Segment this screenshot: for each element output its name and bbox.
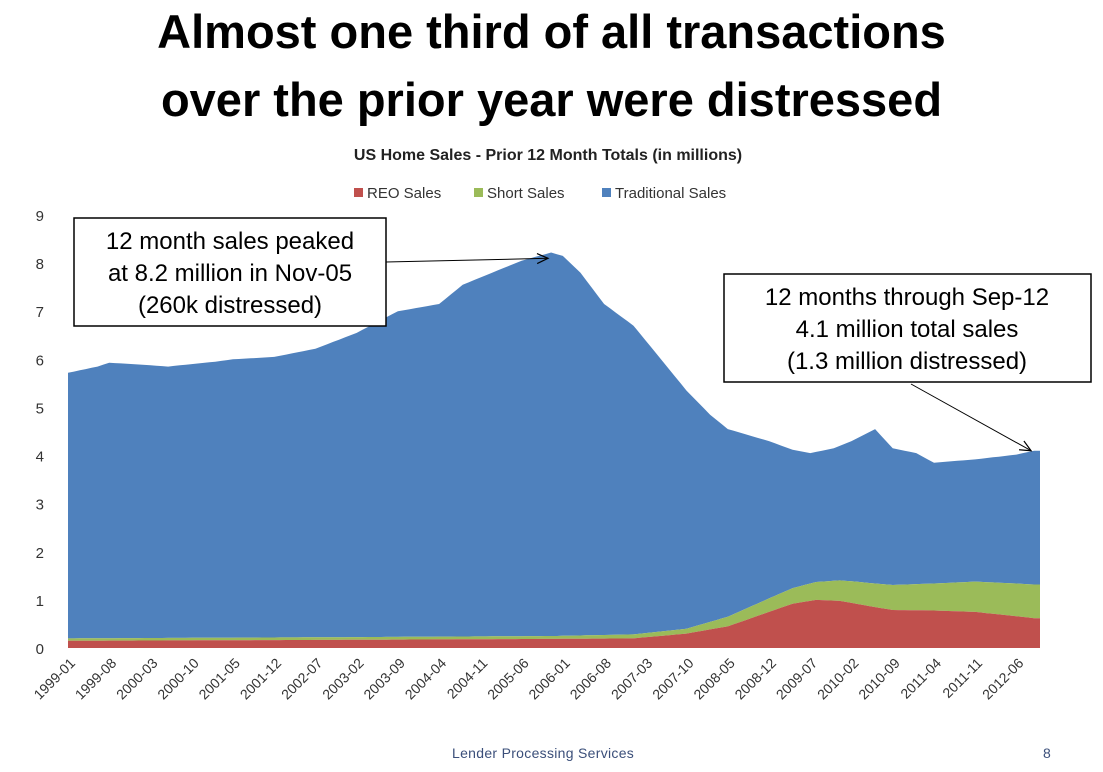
annotation-text: 12 month sales peaked xyxy=(106,228,354,255)
annotation-arrow-line xyxy=(385,257,549,263)
x-tick-label: 2001-12 xyxy=(237,655,285,703)
x-tick-label: 2009-07 xyxy=(773,655,821,703)
y-tick-label: 4 xyxy=(36,449,44,466)
x-tick-label: 2005-06 xyxy=(484,655,532,703)
annotation-box xyxy=(73,217,387,327)
x-tick-label: 2010-09 xyxy=(855,655,903,703)
footer-company: Lender Processing Services xyxy=(452,745,635,761)
x-tick-label: 2012-06 xyxy=(979,655,1027,703)
x-tick-label: 2006-08 xyxy=(567,655,615,703)
y-tick-label: 5 xyxy=(36,400,44,417)
x-tick-label: 2000-03 xyxy=(113,655,161,703)
x-tick-label: 2003-09 xyxy=(360,655,408,703)
x-tick-label: 2011-04 xyxy=(897,655,944,702)
x-tick-label: 2001-05 xyxy=(195,655,243,703)
annotation-text: (1.3 million distressed) xyxy=(787,348,1027,375)
x-tick-label: 2007-03 xyxy=(608,655,656,703)
annotation-box xyxy=(723,273,1092,383)
x-tick-label: 2004-04 xyxy=(402,655,450,703)
y-tick-label: 7 xyxy=(36,304,44,321)
x-tick-label: 2010-02 xyxy=(814,655,862,703)
chart-title: US Home Sales - Prior 12 Month Totals (i… xyxy=(354,147,742,164)
y-tick-label: 3 xyxy=(36,497,44,514)
y-tick-label: 6 xyxy=(36,352,44,369)
legend-swatch xyxy=(354,188,363,197)
headline-line-1: Almost one third of all transactions xyxy=(157,5,946,58)
x-tick-label: 1999-01 xyxy=(30,655,78,703)
annotation-text: at 8.2 million in Nov-05 xyxy=(108,260,352,287)
page-number: 8 xyxy=(1043,745,1052,761)
y-tick-label: 9 xyxy=(36,208,44,225)
annotation-text: 4.1 million total sales xyxy=(796,316,1019,343)
x-tick-label: 2008-05 xyxy=(690,655,738,703)
y-tick-label: 8 xyxy=(36,256,44,273)
annotation-arrow-line xyxy=(910,383,1032,452)
x-tick-label: 2006-01 xyxy=(525,655,573,703)
annotation-text: 12 months through Sep-12 xyxy=(765,284,1049,311)
legend-label: Short Sales xyxy=(487,185,565,202)
headline-line-2: over the prior year were distressed xyxy=(160,73,943,126)
x-tick-label: 2004-11 xyxy=(444,655,491,702)
legend-label: REO Sales xyxy=(367,185,441,202)
y-tick-label: 2 xyxy=(36,545,44,562)
area-traditional-sales xyxy=(68,252,1040,639)
y-tick-label: 1 xyxy=(36,593,44,610)
area-reo-sales xyxy=(68,599,1040,648)
x-tick-label: 2008-12 xyxy=(731,655,779,703)
legend-swatch xyxy=(474,188,483,197)
x-tick-label: 2011-11 xyxy=(939,655,985,701)
legend-label: Traditional Sales xyxy=(615,185,726,202)
annotation-arrowhead xyxy=(536,253,550,265)
legend-swatch xyxy=(602,188,611,197)
annotation-arrowhead xyxy=(1019,440,1033,452)
x-tick-label: 1999-08 xyxy=(72,655,120,703)
x-tick-label: 2003-02 xyxy=(319,655,367,703)
area-short-sales xyxy=(68,580,1040,641)
x-tick-label: 2007-10 xyxy=(649,655,697,703)
x-tick-label: 2002-07 xyxy=(278,655,326,703)
annotation-text: (260k distressed) xyxy=(138,292,322,319)
x-tick-label: 2000-10 xyxy=(154,655,202,703)
y-tick-label: 0 xyxy=(36,641,44,658)
